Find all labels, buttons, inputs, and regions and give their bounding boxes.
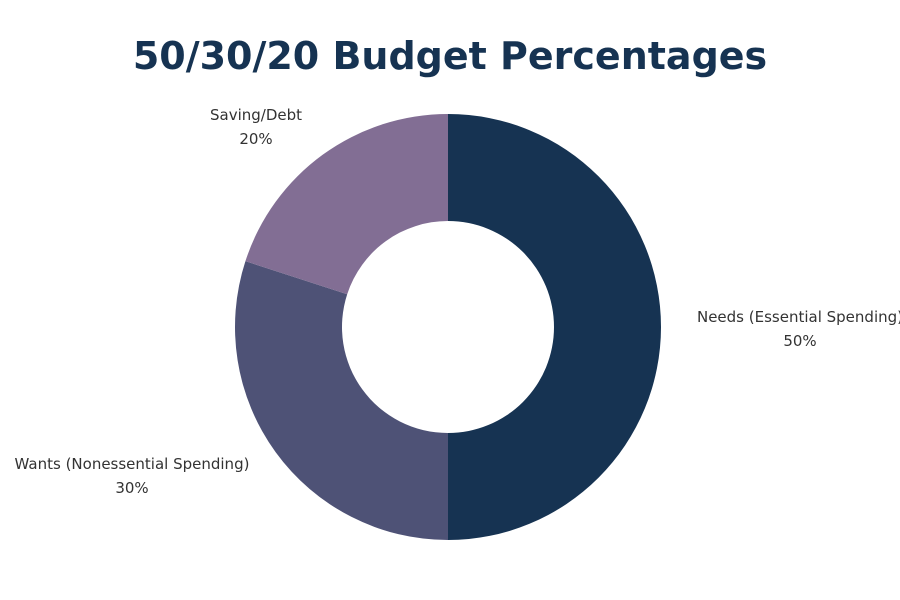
slice-label-needs: Needs (Essential Spending) 50% — [690, 305, 900, 353]
slice-label-wants-name: Wants (Nonessential Spending) — [14, 455, 250, 473]
slice-label-saving-value: 20% — [239, 130, 273, 148]
slice-label-wants-value: 30% — [115, 479, 149, 497]
slice-label-wants: Wants (Nonessential Spending) 30% — [8, 452, 256, 500]
donut-slice-saving — [245, 114, 448, 295]
donut-slice-wants — [235, 261, 448, 540]
slice-label-needs-name: Needs (Essential Spending) — [696, 308, 900, 326]
slice-label-needs-value: 50% — [783, 332, 817, 350]
slice-label-saving: Saving/Debt 20% — [196, 103, 316, 151]
donut-slice-needs — [448, 114, 661, 540]
slice-label-saving-name: Saving/Debt — [209, 106, 303, 124]
chart-title: 50/30/20 Budget Percentages — [132, 34, 768, 78]
